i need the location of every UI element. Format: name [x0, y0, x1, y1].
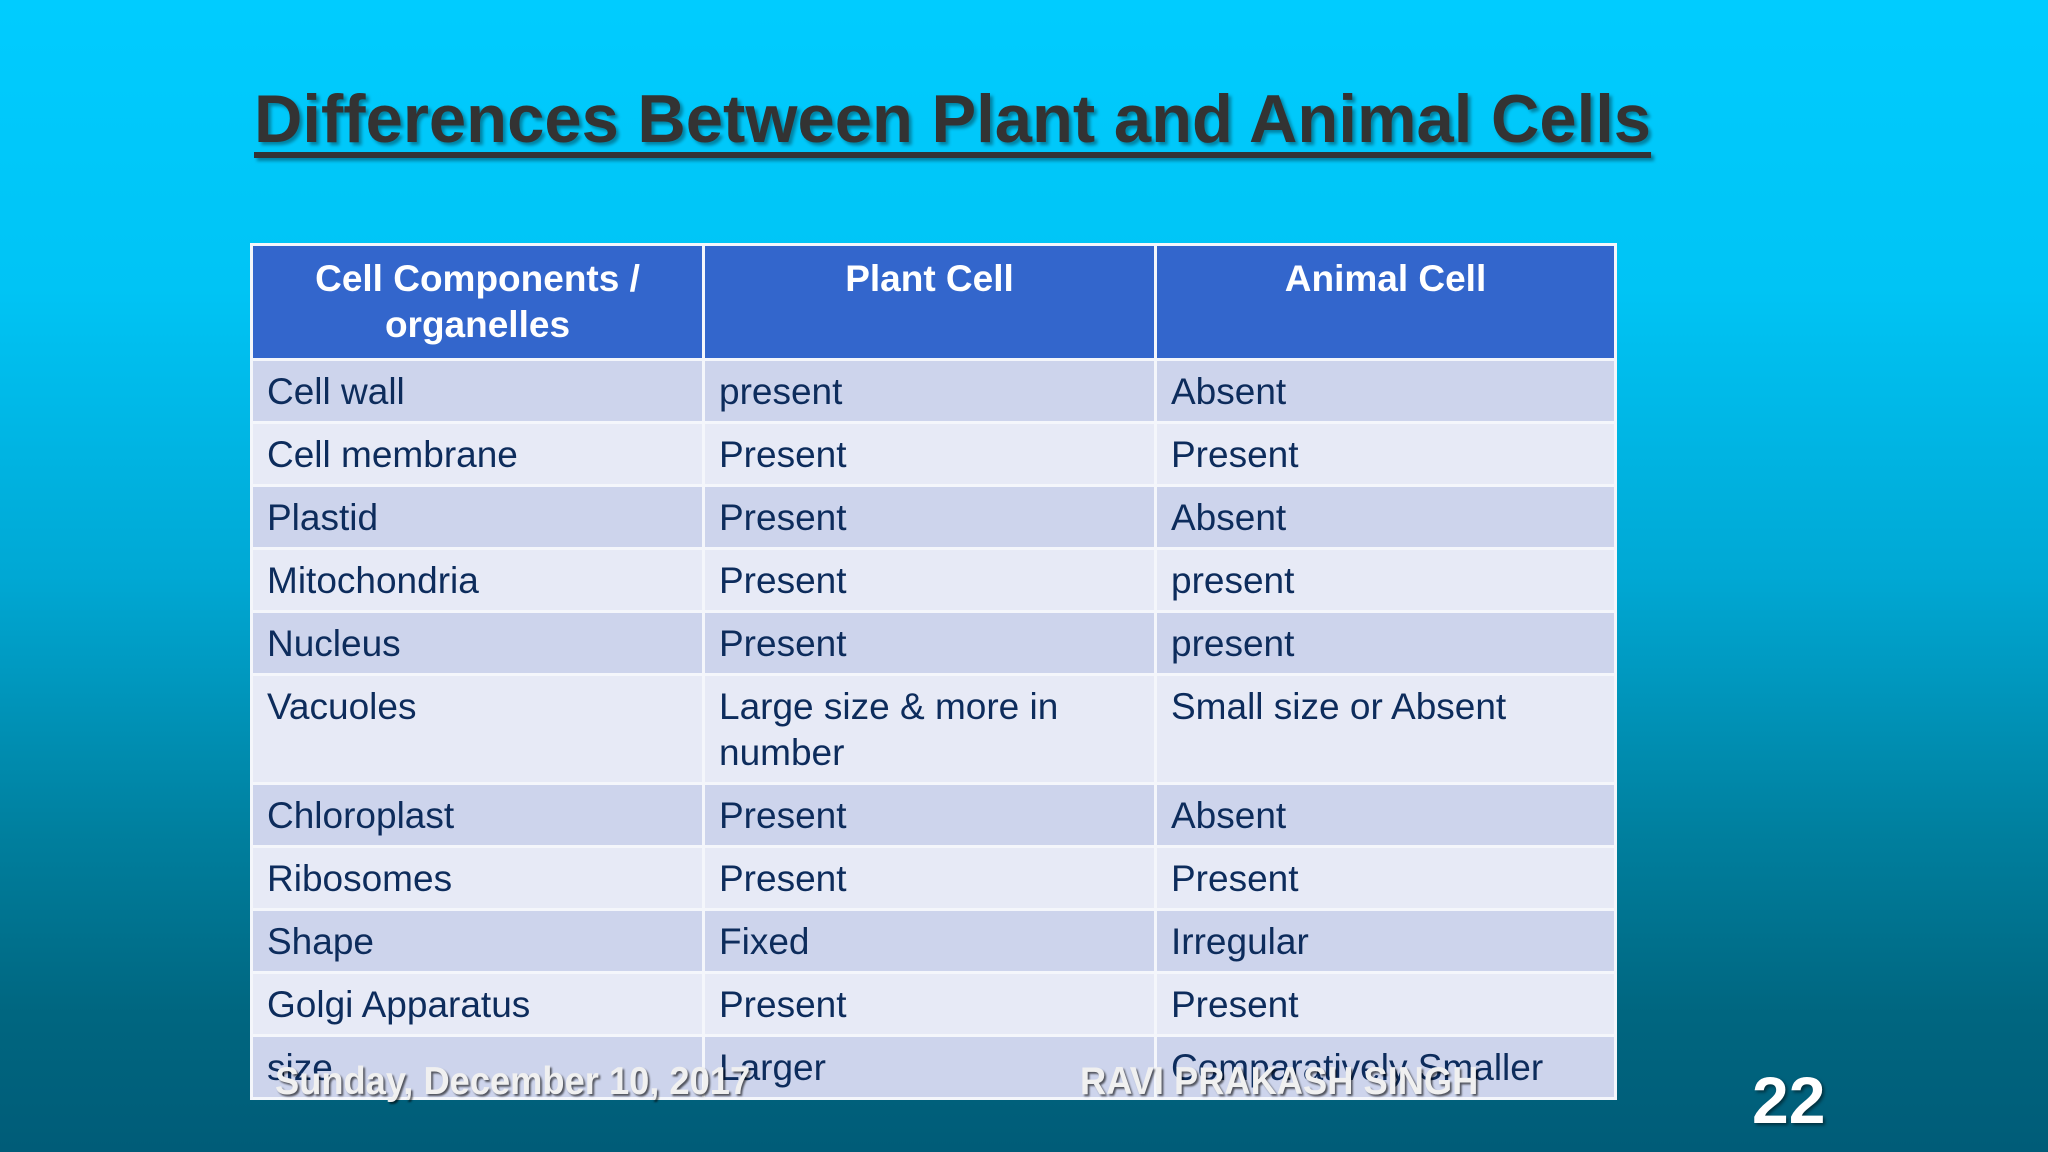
cell-component: Chloroplast [250, 782, 705, 848]
cell-plant: Present [702, 421, 1157, 487]
cell-plant: Present [702, 610, 1157, 676]
cell-plant: Present [702, 547, 1157, 613]
cell-component: Nucleus [250, 610, 705, 676]
cell-animal: present [1154, 610, 1617, 676]
table-row: size Larger Comparatively Smaller [250, 1034, 1617, 1100]
table-row: Shape Fixed Irregular [250, 908, 1617, 974]
cell-component: size [250, 1034, 705, 1100]
cell-plant: present [702, 358, 1157, 424]
cell-animal: Present [1154, 845, 1617, 911]
cell-animal: Irregular [1154, 908, 1617, 974]
table-row: Plastid Present Absent [250, 484, 1617, 550]
table-row: Chloroplast Present Absent [250, 782, 1617, 848]
cell-plant: Large size & more in number [702, 673, 1157, 785]
cell-component: Mitochondria [250, 547, 705, 613]
footer-author: RAVI PRAKASH SINGH [1080, 1060, 1479, 1103]
slide-title: Differences Between Plant and Animal Cel… [254, 81, 1652, 157]
cell-animal: Absent [1154, 782, 1617, 848]
footer-date: Sunday, December 10, 2017 [275, 1060, 751, 1103]
cell-animal: Present [1154, 421, 1617, 487]
cell-plant: Present [702, 845, 1157, 911]
cell-component: Cell wall [250, 358, 705, 424]
table-row: Mitochondria Present present [250, 547, 1617, 613]
cell-animal: Absent [1154, 358, 1617, 424]
table-row: Golgi Apparatus Present Present [250, 971, 1617, 1037]
table-row: Vacuoles Large size & more in number Sma… [250, 673, 1617, 785]
cell-plant: Fixed [702, 908, 1157, 974]
cell-plant: Present [702, 782, 1157, 848]
cell-component: Golgi Apparatus [250, 971, 705, 1037]
cell-animal: Small size or Absent [1154, 673, 1617, 785]
cell-plant: Larger [702, 1034, 1157, 1100]
table-row: Nucleus Present present [250, 610, 1617, 676]
cell-animal: Absent [1154, 484, 1617, 550]
comparison-table: Cell Components / organelles Plant Cell … [250, 243, 1617, 1100]
table-row: Cell wall present Absent [250, 358, 1617, 424]
cell-component: Shape [250, 908, 705, 974]
table-row: Ribosomes Present Present [250, 845, 1617, 911]
header-components: Cell Components / organelles [250, 243, 705, 361]
cell-animal: present [1154, 547, 1617, 613]
table-header-row: Cell Components / organelles Plant Cell … [250, 243, 1617, 361]
table-row: Cell membrane Present Present [250, 421, 1617, 487]
header-plant-cell: Plant Cell [702, 243, 1157, 361]
cell-component: Plastid [250, 484, 705, 550]
cell-plant: Present [702, 484, 1157, 550]
cell-component: Cell membrane [250, 421, 705, 487]
slide-number: 22 [1752, 1063, 1826, 1137]
cell-animal: Comparatively Smaller [1154, 1034, 1617, 1100]
cell-component: Vacuoles [250, 673, 705, 785]
header-animal-cell: Animal Cell [1154, 243, 1617, 361]
cell-component: Ribosomes [250, 845, 705, 911]
cell-plant: Present [702, 971, 1157, 1037]
cell-animal: Present [1154, 971, 1617, 1037]
